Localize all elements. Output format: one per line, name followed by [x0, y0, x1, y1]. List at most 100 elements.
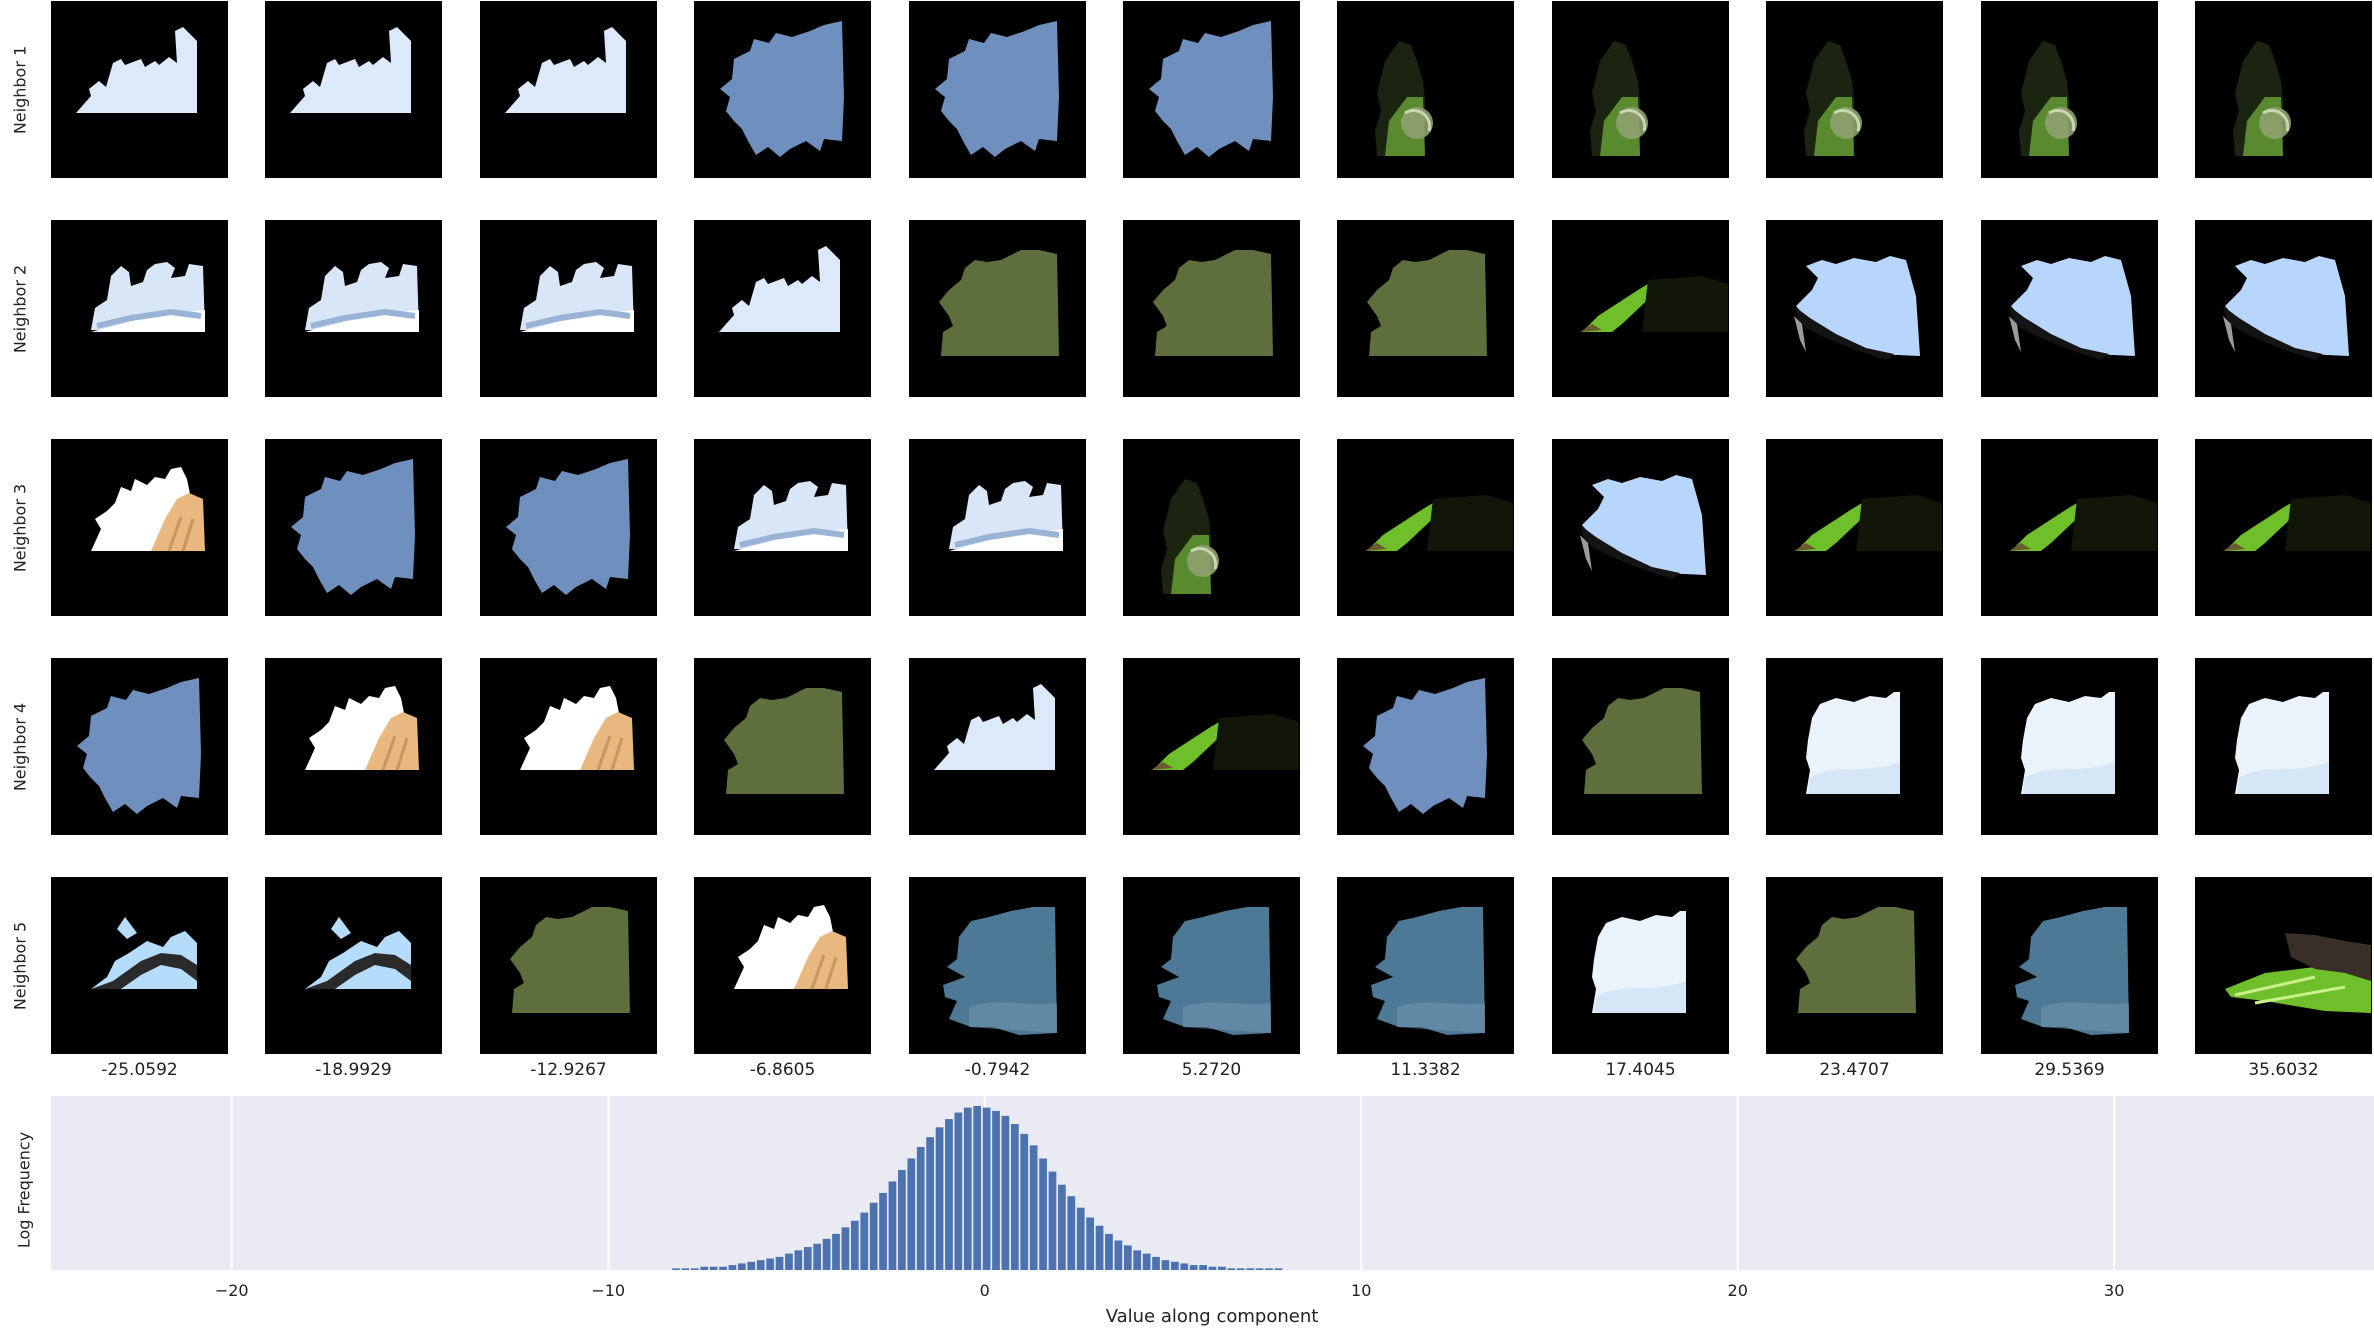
hist-bar-43 — [1076, 1207, 1085, 1270]
neighbor-4-patch-4 — [694, 658, 871, 835]
column-value-5: -0.7942 — [964, 1060, 1031, 1080]
neighbor-2-patch-7 — [1337, 220, 1514, 397]
column-value-6: 5.2720 — [1181, 1060, 1242, 1080]
neighbor-5-patch-6 — [1123, 877, 1300, 1054]
neighbor-1-patch-5 — [909, 1, 1086, 178]
neighbor-4-patch-11 — [2195, 658, 2372, 835]
hist-bar-62 — [1255, 1268, 1264, 1270]
column-value-7: 11.3382 — [1390, 1060, 1461, 1080]
hist-bar-12 — [785, 1253, 793, 1270]
hist-bar-32 — [973, 1106, 982, 1270]
row-label-neighbor-1: Neighbor 1 — [10, 45, 30, 134]
neighbor-4-patch-1 — [51, 658, 228, 835]
hist-bar-44 — [1086, 1217, 1094, 1270]
neighbor-5-patch-2 — [265, 877, 442, 1054]
hist-bar-2 — [690, 1268, 699, 1270]
x-tick-label-1: −10 — [591, 1281, 625, 1300]
histogram-chart: −20 −10 0 10 20 30 — [51, 1096, 2374, 1300]
neighbor-3-patch-1 — [51, 439, 228, 616]
hist-bar-54 — [1180, 1263, 1189, 1270]
x-tick-label-3: 10 — [1351, 1281, 1371, 1300]
neighbor-4-patch-10 — [1981, 658, 2158, 835]
hist-bar-14 — [803, 1247, 812, 1270]
hist-bar-60 — [1236, 1268, 1245, 1270]
hist-bar-29 — [945, 1119, 953, 1270]
neighbor-2-patch-9 — [1766, 220, 1943, 397]
neighbor-5-patch-10 — [1981, 877, 2158, 1054]
hist-bar-21 — [869, 1202, 878, 1270]
neighbor-4-patch-9 — [1766, 658, 1943, 835]
neighbor-5-patch-1 — [51, 877, 228, 1054]
neighbor-5-patch-3 — [480, 877, 657, 1054]
hist-bar-37 — [1020, 1133, 1029, 1270]
neighbor-3-patch-11 — [2195, 439, 2372, 616]
hist-bar-26 — [916, 1147, 925, 1270]
hist-bar-40 — [1048, 1171, 1057, 1270]
hist-bar-45 — [1095, 1225, 1104, 1270]
neighbor-1-patch-2 — [265, 1, 442, 178]
row-label-neighbor-2: Neighbor 2 — [10, 264, 30, 353]
neighbor-1-patch-3 — [480, 1, 657, 178]
hist-bar-5 — [719, 1266, 727, 1270]
hist-bar-28 — [935, 1127, 944, 1270]
neighbor-1-patch-8 — [1552, 1, 1729, 178]
neighbor-2-patch-1 — [51, 220, 228, 397]
neighbor-2-patch-4 — [694, 220, 871, 397]
row-label-neighbor-4: Neighbor 4 — [10, 702, 30, 791]
hist-bar-64 — [1274, 1268, 1283, 1270]
column-value-4: -6.8605 — [749, 1060, 816, 1080]
hist-bar-7 — [738, 1263, 746, 1270]
hist-bar-36 — [1010, 1124, 1019, 1270]
hist-bar-20 — [860, 1212, 869, 1270]
hist-bar-22 — [879, 1192, 887, 1270]
hist-bar-33 — [982, 1107, 991, 1270]
neighbor-2-patch-3 — [480, 220, 657, 397]
neighbor-5-patch-7 — [1337, 877, 1514, 1054]
hist-bar-61 — [1246, 1268, 1255, 1270]
neighbor-1-patch-4 — [694, 1, 871, 178]
plot-background — [51, 1096, 2374, 1270]
hist-bar-9 — [756, 1260, 765, 1270]
hist-bar-39 — [1039, 1158, 1047, 1270]
hist-bar-4 — [709, 1266, 718, 1270]
neighbor-3-patch-5 — [909, 439, 1086, 616]
hist-bar-1 — [681, 1268, 690, 1270]
hist-bar-15 — [813, 1243, 822, 1270]
neighbor-4-patch-2 — [265, 658, 442, 835]
hist-bar-6 — [728, 1265, 737, 1270]
hist-bar-41 — [1058, 1184, 1066, 1270]
hist-bar-38 — [1029, 1145, 1038, 1270]
neighbor-2-patch-6 — [1123, 220, 1300, 397]
hist-bar-24 — [898, 1169, 906, 1270]
row-label-neighbor-5: Neighbor 5 — [10, 921, 30, 1010]
hist-bar-53 — [1170, 1261, 1179, 1270]
neighbor-1-patch-9 — [1766, 1, 1943, 178]
neighbor-1-patch-11 — [2195, 1, 2372, 178]
hist-bar-13 — [794, 1250, 803, 1270]
x-tick-label-2: 0 — [980, 1281, 990, 1300]
neighbor-3-patch-9 — [1766, 439, 1943, 616]
neighbor-1-patch-6 — [1123, 1, 1300, 178]
neighbor-5-patch-4 — [694, 877, 871, 1054]
neighbor-1-patch-7 — [1337, 1, 1514, 178]
hist-bar-63 — [1265, 1268, 1273, 1270]
hist-bar-47 — [1114, 1240, 1123, 1270]
hist-bar-42 — [1067, 1196, 1076, 1270]
neighbor-2-patch-8 — [1552, 220, 1729, 397]
hist-bar-58 — [1218, 1266, 1226, 1270]
hist-bar-0 — [672, 1268, 680, 1270]
neighbor-4-patch-8 — [1552, 658, 1729, 835]
neighbor-3-patch-2 — [265, 439, 442, 616]
neighbor-3-patch-6 — [1123, 439, 1300, 616]
x-axis-label: Value along component — [1105, 1306, 1319, 1327]
hist-bar-51 — [1152, 1256, 1160, 1270]
hist-bar-55 — [1189, 1265, 1198, 1270]
neighbor-5-patch-5 — [909, 877, 1086, 1054]
neighbor-2-patch-5 — [909, 220, 1086, 397]
y-axis-label: Log Frequency — [14, 1131, 34, 1249]
neighbor-1-patch-1 — [51, 1, 228, 178]
hist-bar-10 — [766, 1258, 774, 1270]
column-value-8: 17.4045 — [1605, 1060, 1676, 1080]
neighbor-4-patch-6 — [1123, 658, 1300, 835]
hist-bar-57 — [1208, 1266, 1217, 1270]
